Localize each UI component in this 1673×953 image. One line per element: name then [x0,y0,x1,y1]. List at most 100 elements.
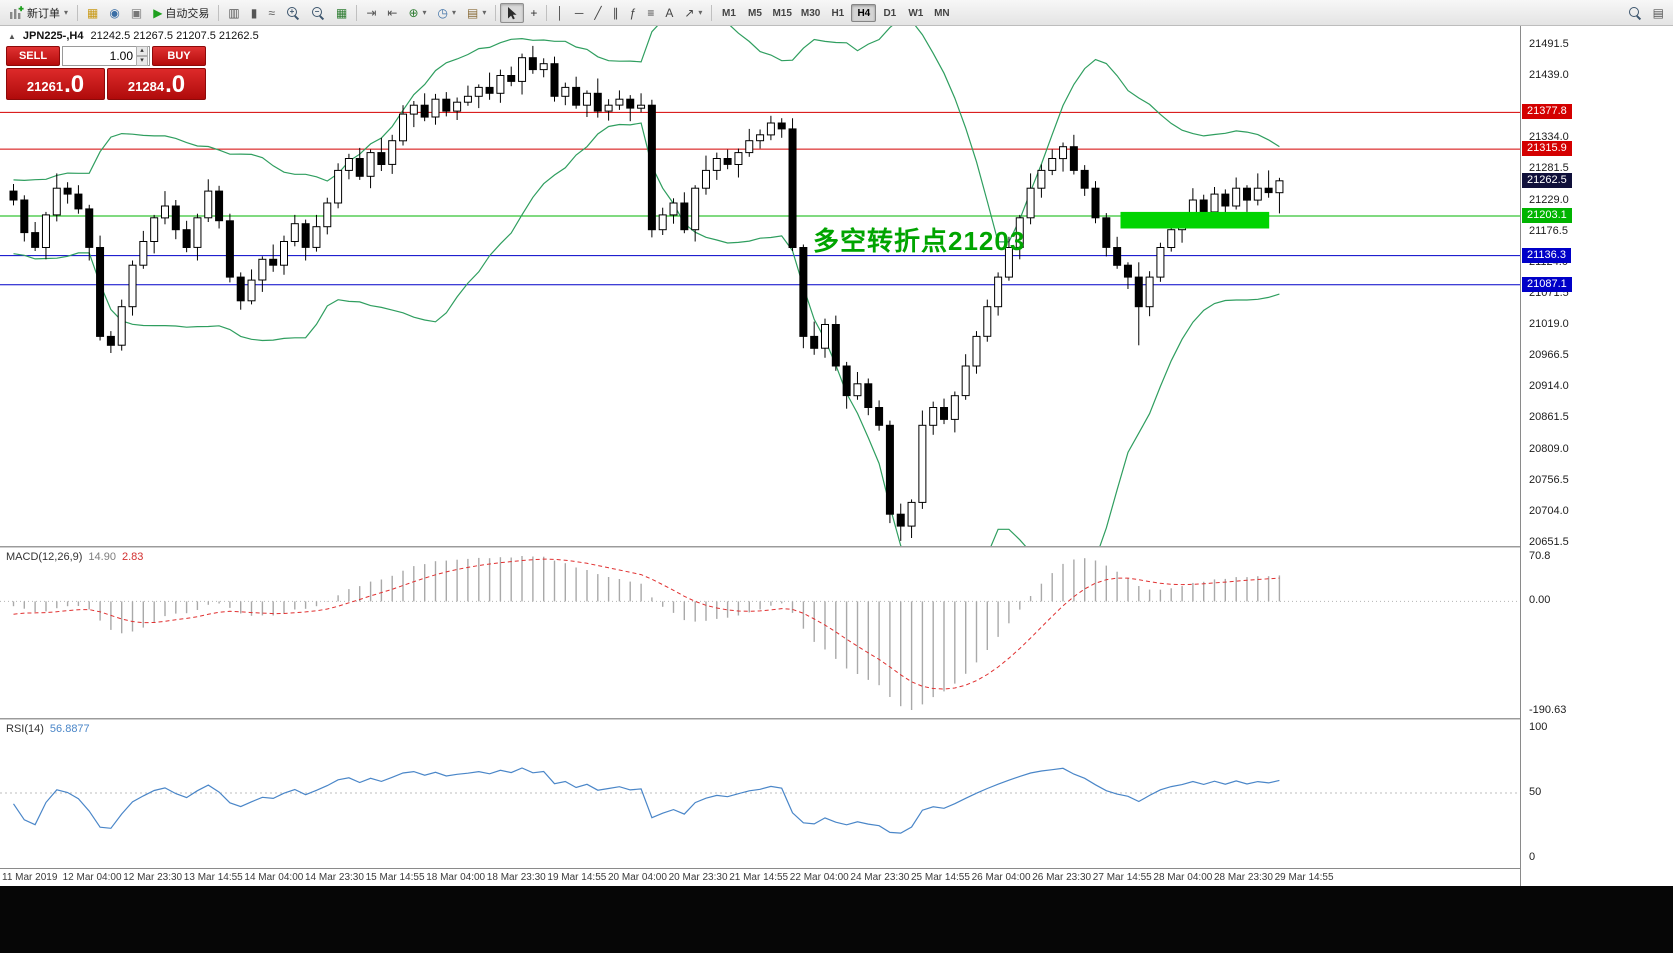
candle[interactable] [550,56,559,102]
candle[interactable] [247,269,256,305]
candlestick-chart-button[interactable]: ▮ [246,3,263,23]
candles-layer[interactable] [9,45,1284,541]
time-axis[interactable]: 11 Mar 2019 12 Mar 04:00 12 Mar 23:30 13 Ma… [0,868,1673,886]
candle[interactable] [929,401,938,435]
candle[interactable] [474,84,483,109]
candle[interactable] [961,354,970,400]
candle[interactable] [875,400,884,431]
candle[interactable] [1253,173,1262,206]
candle[interactable] [842,361,851,409]
rsi-panel[interactable] [0,720,1520,868]
candle[interactable] [1134,262,1143,346]
candle[interactable] [420,93,429,122]
candle[interactable] [63,182,72,204]
price-badge[interactable]: 21203.1 [1522,207,1572,223]
timeframe-m1[interactable]: M1 [721,7,736,19]
collapse-panel-icon[interactable]: ▲ [8,31,16,41]
candle[interactable] [20,195,29,242]
candle[interactable] [1069,134,1078,175]
candle[interactable] [334,163,343,209]
candle[interactable] [572,76,581,109]
timeframe-mn[interactable]: MN [934,7,950,19]
channel-button[interactable]: ∥ [608,3,624,23]
candle[interactable] [496,69,505,103]
highlight-rectangle[interactable] [1120,211,1270,229]
bar-chart-button[interactable]: ▥ [223,3,244,23]
candle[interactable] [52,173,61,222]
search-button[interactable] [1623,3,1647,23]
fibonacci-button[interactable]: ƒ [625,3,642,23]
candle[interactable] [918,410,927,509]
candle[interactable] [712,152,721,180]
candle[interactable] [355,147,364,180]
candle[interactable] [388,134,397,174]
candle[interactable] [1059,142,1068,172]
candle[interactable] [788,118,797,251]
tile-windows-button[interactable]: ▦ [331,3,352,23]
candle[interactable] [301,219,310,261]
candle[interactable] [528,45,537,74]
chart-shift-button[interactable]: ⇤ [382,3,402,23]
timeframe-m30[interactable]: M30 [800,7,821,19]
candle[interactable] [561,82,570,106]
timeframe-m5[interactable]: M5 [747,7,762,19]
sell-button[interactable]: SELL [6,46,60,66]
buy-price[interactable]: 21284 .0 [107,68,206,100]
candle[interactable] [691,185,700,242]
candle[interactable] [1091,181,1100,224]
candle[interactable] [701,155,710,195]
candle[interactable] [734,148,743,178]
candle[interactable] [1264,170,1273,198]
candle[interactable] [1242,185,1251,212]
candle[interactable] [582,90,591,117]
candle[interactable] [160,191,169,225]
zoom-in-button[interactable]: + [281,3,305,23]
timeframe-w1[interactable]: W1 [908,7,924,19]
candle[interactable] [139,230,148,269]
candle[interactable] [399,105,408,146]
candle[interactable] [171,200,180,240]
candle[interactable] [799,244,808,349]
candle[interactable] [150,214,159,254]
price-axis[interactable]: 21491.5 21439.0 21334.0 21281.5 21229.0 21176… [1520,26,1673,886]
autotrading-button[interactable]: ▶ 自动交易 [148,3,214,23]
candle[interactable] [1145,271,1154,317]
candle[interactable] [1015,214,1024,260]
candle[interactable] [1232,177,1241,210]
candle[interactable] [225,213,234,283]
vertical-line-button[interactable]: │ [551,3,569,23]
candle[interactable] [518,53,527,95]
candle[interactable] [864,378,873,416]
candle[interactable] [539,58,548,78]
candle[interactable] [507,66,516,87]
volume-stepper[interactable]: 1.00 ▴ ▾ [62,46,150,66]
arrows-button[interactable]: ↗ ▾ [679,3,707,23]
candle[interactable] [1080,165,1089,196]
candle[interactable] [1037,164,1046,198]
macd-signal-line[interactable] [13,558,1280,690]
candle[interactable] [323,197,332,235]
volume-up-icon[interactable]: ▴ [136,46,148,56]
candle[interactable] [940,398,949,425]
candle[interactable] [312,214,321,252]
candle[interactable] [658,207,667,235]
timeframe-h1[interactable]: H1 [831,7,845,19]
candle[interactable] [637,93,646,113]
objects-list-button[interactable]: ▤ [1648,3,1669,23]
candle[interactable] [626,95,635,122]
bollinger-upper-band[interactable] [13,26,1280,243]
cycle-lines-button[interactable]: ≡ [642,3,659,23]
candle[interactable] [344,153,353,180]
candle[interactable] [215,185,224,229]
panel-separator[interactable] [0,718,1673,720]
candle[interactable] [31,222,40,251]
candle[interactable] [896,503,905,541]
buy-button[interactable]: BUY [152,46,206,66]
price-badge[interactable]: 21315.9 [1522,141,1572,157]
candle[interactable] [280,235,288,275]
candle[interactable] [96,235,105,341]
candle[interactable] [907,499,916,538]
candle[interactable] [485,72,494,100]
candle[interactable] [442,92,451,117]
candle[interactable] [994,272,1003,316]
